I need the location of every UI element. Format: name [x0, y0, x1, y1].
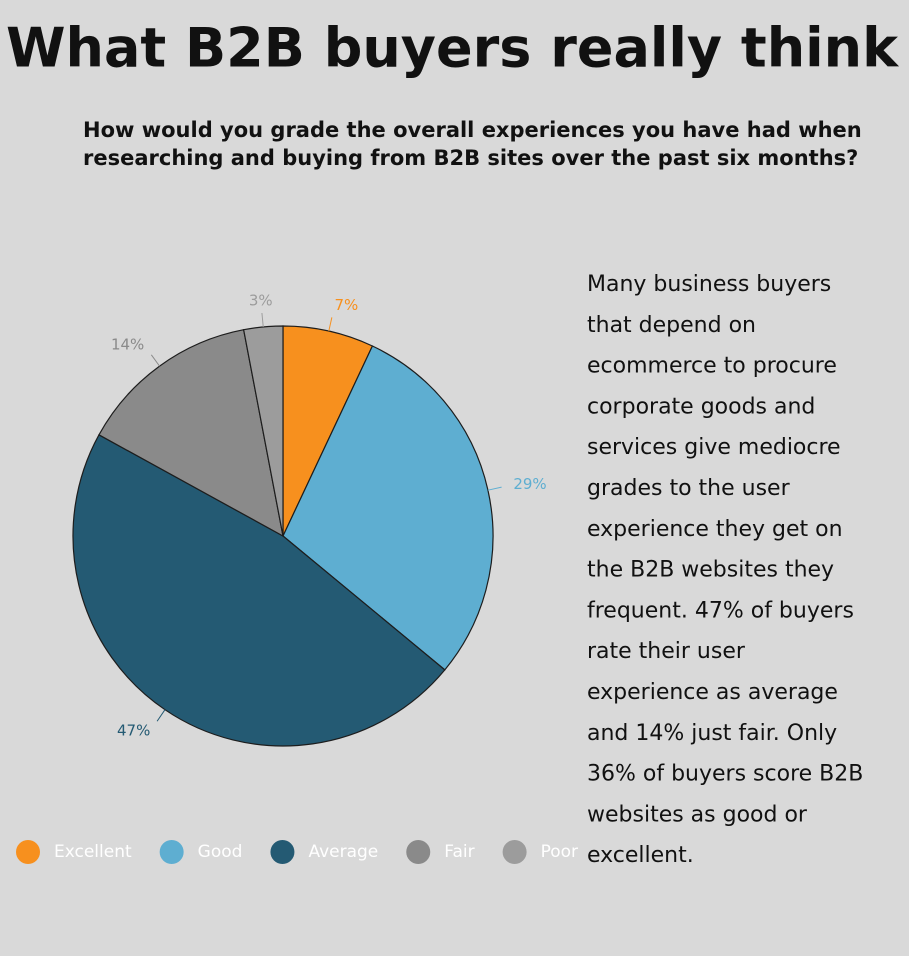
- title: What B2B buyers really think: [6, 17, 899, 80]
- body-text: experience as average: [587, 680, 838, 705]
- body-text: corporate goods and: [587, 394, 815, 419]
- body-text: grades to the user: [587, 476, 791, 501]
- data-label: 14%: [111, 336, 144, 354]
- body-text: excellent.: [587, 843, 694, 868]
- legend-label: Average: [308, 842, 378, 862]
- data-label: 7%: [334, 296, 358, 314]
- data-label: 47%: [117, 722, 150, 740]
- body-text: the B2B websites they: [587, 558, 834, 583]
- legend-swatch: [406, 840, 431, 864]
- legend-swatch: [159, 840, 184, 864]
- body-text: frequent. 47% of buyers: [587, 598, 854, 623]
- legend-swatch: [16, 840, 40, 864]
- legend-label: Excellent: [54, 842, 132, 862]
- legend-label: Good: [198, 842, 243, 862]
- body-text: 36% of buyers score B2B: [587, 762, 863, 787]
- pie-slice: [98, 329, 284, 538]
- body-text: experience they get on: [587, 517, 843, 542]
- legend-label: Fair: [444, 842, 474, 862]
- body-text: that depend on: [587, 313, 756, 338]
- legend-swatch: [270, 840, 295, 864]
- leader-line: [328, 317, 333, 332]
- leader-line: [487, 486, 502, 491]
- body-text: ecommerce to procure: [587, 354, 837, 379]
- leader-line: [261, 312, 264, 327]
- leader-line: [156, 709, 166, 722]
- body-text: Many business buyers: [587, 272, 831, 297]
- body-text: and 14% just fair. Only: [587, 721, 837, 746]
- body-text: rate their user: [587, 639, 746, 664]
- pie-slice: [242, 325, 284, 537]
- subtitle: researching and buying from B2B sites ov…: [83, 146, 858, 170]
- body-text: services give mediocre: [587, 435, 841, 460]
- legend-label: Poor: [541, 842, 578, 862]
- data-label: 3%: [249, 292, 273, 310]
- leader-line: [150, 354, 160, 367]
- subtitle: How would you grade the overall experien…: [83, 118, 862, 142]
- legend-swatch: [502, 840, 527, 864]
- data-label: 29%: [513, 475, 546, 493]
- body-text: websites as good or: [587, 802, 808, 827]
